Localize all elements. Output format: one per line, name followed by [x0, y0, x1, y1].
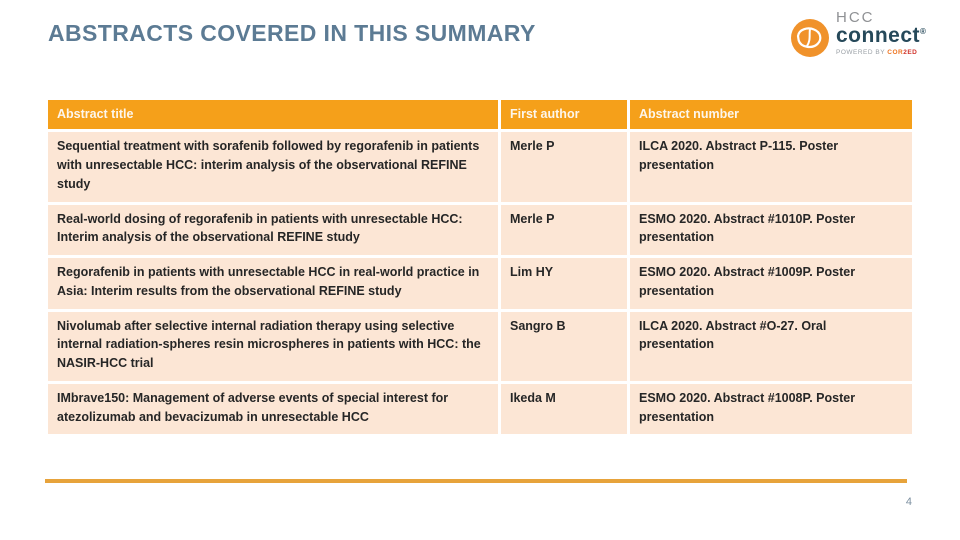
table-row: Real-world dosing of regorafenib in pati…: [48, 204, 912, 255]
table-row: Nivolumab after selective internal radia…: [48, 311, 912, 381]
table-row: Sequential treatment with sorafenib foll…: [48, 132, 912, 202]
table-header-row: Abstract title First author Abstract num…: [48, 100, 912, 130]
cell-title: Nivolumab after selective internal radia…: [48, 311, 498, 381]
cell-author: Sangro B: [501, 311, 627, 381]
hcc-connect-logo: HCC connect® POWERED BY COR2ED: [790, 10, 940, 76]
cell-title: Regorafenib in patients with unresectabl…: [48, 258, 498, 309]
header-first-author: First author: [501, 100, 627, 130]
abstracts-table: Abstract title First author Abstract num…: [48, 100, 912, 435]
registered-mark: ®: [920, 27, 927, 36]
cell-author: Ikeda M: [501, 383, 627, 435]
header-abstract-number: Abstract number: [630, 100, 912, 130]
table-row: IMbrave150: Management of adverse events…: [48, 383, 912, 435]
cell-abstract: ESMO 2020. Abstract #1008P. Poster prese…: [630, 383, 912, 435]
logo-powered-by: POWERED BY COR2ED: [836, 49, 918, 56]
logo-text-connect: connect®: [836, 24, 927, 47]
cell-author: Merle P: [501, 204, 627, 255]
cell-author: Lim HY: [501, 258, 627, 309]
cell-abstract: ILCA 2020. Abstract P-115. Poster presen…: [630, 132, 912, 202]
cell-author: Merle P: [501, 132, 627, 202]
footer-divider: [45, 479, 907, 483]
cell-abstract: ILCA 2020. Abstract #O-27. Oral presenta…: [630, 311, 912, 381]
header-abstract-title: Abstract title: [48, 100, 498, 130]
cell-title: Real-world dosing of regorafenib in pati…: [48, 204, 498, 255]
page-title: ABSTRACTS COVERED IN THIS SUMMARY: [48, 20, 536, 46]
cell-abstract: ESMO 2020. Abstract #1009P. Poster prese…: [630, 258, 912, 309]
table-row: Regorafenib in patients with unresectabl…: [48, 258, 912, 309]
liver-icon: [790, 18, 830, 58]
cell-abstract: ESMO 2020. Abstract #1010P. Poster prese…: [630, 204, 912, 255]
page-number: 4: [905, 496, 912, 508]
logo-text-hcc: HCC: [836, 9, 875, 26]
cell-title: IMbrave150: Management of adverse events…: [48, 383, 498, 435]
cell-title: Sequential treatment with sorafenib foll…: [48, 132, 498, 202]
